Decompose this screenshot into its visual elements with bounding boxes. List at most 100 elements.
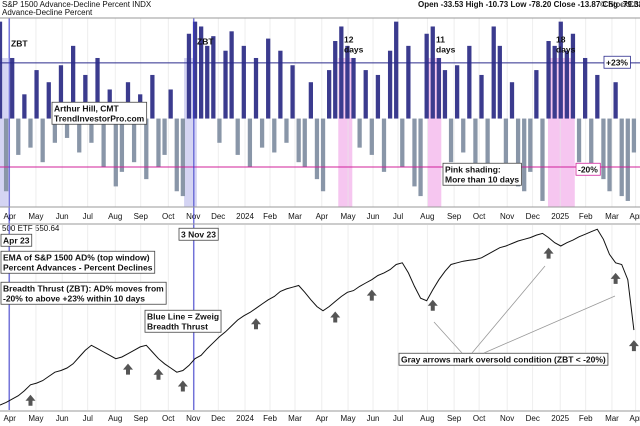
- bar: [22, 94, 27, 119]
- x-tick-label: Apr: [316, 212, 329, 221]
- bars: [0, 21, 637, 201]
- x-tick-label: Jul: [83, 414, 93, 423]
- annotation-text: Blue Line = Zweig: [147, 311, 219, 321]
- oversold-arrow: [251, 318, 261, 330]
- x-tick-label: Mar: [288, 414, 302, 423]
- annotation: EMA of S&P 1500 AD% (top window)Percent …: [0, 250, 156, 274]
- annotation: Breadth Thrust (ZBT): AD% moves from-20%…: [0, 281, 167, 305]
- oversold-arrow: [543, 247, 554, 259]
- x-tick-label: Jul: [83, 212, 93, 221]
- bar: [28, 118, 33, 148]
- x-tick-label: Feb: [579, 414, 593, 423]
- x-tick-label: Aug: [420, 212, 434, 221]
- annotation-text: days: [556, 44, 576, 54]
- bar: [381, 118, 387, 172]
- annotation-text: 12: [344, 34, 354, 44]
- bar: [631, 118, 637, 153]
- bar: [369, 118, 374, 155]
- bar: [455, 65, 460, 119]
- bar: [442, 70, 448, 119]
- annotation-text: Breadth Thrust (ZBT): AD% moves from: [3, 283, 164, 293]
- bar: [71, 45, 76, 119]
- bar: [479, 74, 484, 119]
- oversold-arrow: [330, 311, 341, 323]
- bar: [266, 38, 271, 119]
- bar: [46, 82, 51, 119]
- x-tick-label: Jun: [367, 414, 380, 423]
- bar: [235, 118, 240, 155]
- x-tick-label: Sep: [447, 212, 462, 221]
- x-tick-label: Nov: [186, 212, 200, 221]
- bar: [272, 118, 277, 153]
- x-tick-label: Mar: [605, 414, 619, 423]
- annotation-text: More than 10 days: [445, 174, 519, 184]
- annotation-text: 18: [556, 34, 566, 44]
- annotation-box: [0, 281, 167, 305]
- bar: [180, 118, 185, 197]
- bar: [534, 70, 539, 119]
- bar: [509, 82, 515, 119]
- bar: [302, 118, 307, 168]
- bar: [241, 45, 246, 119]
- annotation-text: days: [344, 44, 364, 54]
- bar: [558, 21, 563, 119]
- annotation-text: ZBT: [197, 36, 214, 46]
- bar: [412, 118, 417, 187]
- reference-label-box: [575, 162, 601, 176]
- oversold-arrow: [153, 368, 164, 380]
- annotation: ZBT: [197, 36, 214, 46]
- x-tick-label: Dec: [526, 212, 540, 221]
- annotation-text: Breadth Thrust: [147, 321, 208, 331]
- bar: [363, 70, 368, 119]
- x-tick-label: Sep: [447, 414, 462, 423]
- bar: [552, 45, 557, 119]
- bar: [357, 118, 362, 148]
- reference-label-box: [603, 55, 631, 69]
- bar: [576, 118, 582, 163]
- annotation-text: 11: [436, 34, 445, 44]
- bar: [345, 45, 350, 119]
- bar: [89, 118, 94, 143]
- bar: [10, 57, 15, 119]
- annotation: Gray arrows mark oversold condition (ZBT…: [398, 352, 609, 366]
- bar: [595, 74, 600, 119]
- bar: [211, 36, 216, 119]
- x-tick-label: Oct: [473, 212, 486, 221]
- bar: [131, 118, 137, 163]
- x-tick-label: May: [28, 212, 43, 221]
- bar: [113, 118, 118, 187]
- annotation-text: Gray arrows mark oversold condition (ZBT…: [401, 354, 606, 364]
- x-tick-label: Apr: [316, 414, 329, 423]
- bar: [199, 26, 204, 119]
- bar: [156, 118, 161, 168]
- bar: [192, 21, 198, 119]
- annotation-text: -20% to above +23% within 10 days: [3, 293, 145, 303]
- reference-label-text: +23%: [606, 57, 628, 67]
- x-tick-label: Apr: [630, 414, 640, 423]
- x-tick-label: Jun: [56, 212, 69, 221]
- pointer-lines: [433, 265, 616, 354]
- annotation-text: Arthur Hill, CMT: [54, 103, 119, 113]
- annotation: Pink shading:More than 10 days: [442, 162, 522, 186]
- bar: [589, 118, 594, 172]
- x-tick-label: 2024: [236, 212, 254, 221]
- bar: [570, 33, 576, 119]
- x-tick-label: Aug: [108, 414, 122, 423]
- bar: [467, 45, 472, 119]
- bar: [77, 118, 82, 153]
- x-tick-label: Jul: [393, 414, 403, 423]
- x-tick-label: Jun: [56, 414, 69, 423]
- oversold-arrow: [25, 394, 36, 406]
- annotation-text: EMA of S&P 1500 AD% (top window): [3, 252, 150, 262]
- x-tick-label: Dec: [211, 212, 225, 221]
- bar: [546, 41, 551, 119]
- bar: [448, 118, 454, 163]
- bar: [162, 118, 167, 155]
- vertical-label: Apr 23: [0, 233, 33, 247]
- bar: [485, 118, 490, 180]
- bar: [253, 57, 259, 119]
- bar: [168, 89, 173, 119]
- bar: [436, 57, 441, 119]
